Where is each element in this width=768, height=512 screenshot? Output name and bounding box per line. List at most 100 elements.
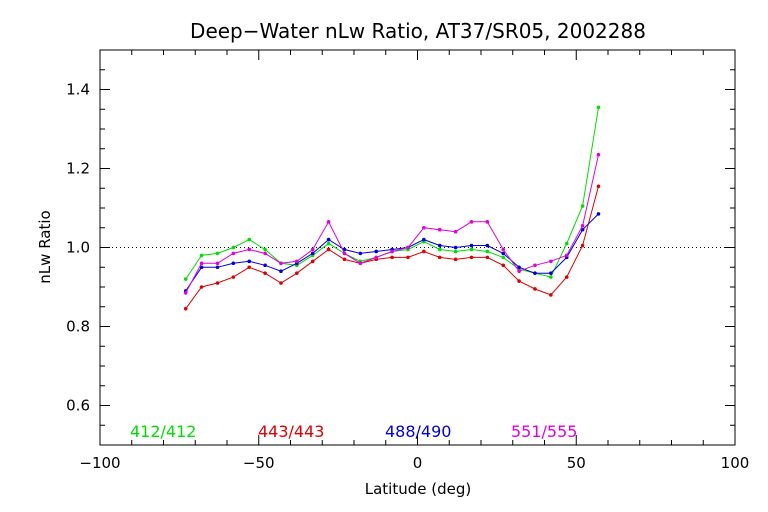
data-point [310,259,315,264]
data-point [501,255,506,260]
data-point [437,243,442,248]
legend-entry-2: 443/443 [258,422,324,441]
data-point [231,275,236,279]
data-point [517,269,521,274]
data-point [596,184,601,189]
legend-entry-3: 488/490 [385,422,451,441]
data-point [406,245,410,250]
data-point [199,265,204,270]
data-point [549,271,553,275]
data-point [358,251,363,256]
y-tick-label: 0.6 [66,397,90,415]
data-point [564,275,569,279]
data-point [437,227,442,232]
data-point [549,275,553,279]
data-point [231,261,236,266]
x-tick-label: 100 [721,454,750,472]
data-point [580,204,585,208]
data-point [437,255,442,260]
data-point [215,251,220,256]
data-point [215,281,220,285]
data-point [453,249,458,254]
data-point [247,247,252,252]
data-point [263,247,267,252]
data-point [342,257,347,262]
data-point [390,255,394,260]
data-point [501,247,506,252]
y-axis-label: nLw Ratio [36,210,54,283]
data-point [326,220,331,224]
data-point [199,261,204,266]
data-point [310,247,315,252]
x-axis-label: Latitude (deg) [365,480,471,498]
data-point [183,306,188,311]
data-point [263,251,267,256]
data-point [310,251,315,256]
data-point [247,265,252,270]
data-point [453,257,458,262]
plot-frame [99,49,736,446]
data-point [342,251,347,256]
data-point [279,261,283,266]
data-point [390,249,394,254]
data-point [517,265,521,270]
data-point [215,265,220,270]
data-point [485,249,490,254]
y-tick-label: 1.0 [66,239,90,257]
data-point [596,105,601,110]
data-point [295,259,299,264]
series-line-4 [185,154,599,294]
data-point [580,243,585,248]
data-point [501,251,506,256]
data-point [422,225,426,230]
series-line-1 [185,107,599,280]
data-point [501,263,506,268]
data-point [247,237,252,242]
data-point [199,253,204,258]
data-point [580,227,585,232]
data-point [533,271,537,275]
data-point [406,255,410,260]
data-point [453,229,458,234]
y-tick-label: 0.8 [66,318,90,336]
data-point [279,281,283,285]
data-point [469,247,474,252]
y-tick-label: 1.4 [66,81,90,99]
data-point [279,269,283,274]
x-tick-label: −50 [243,454,275,472]
data-point [485,220,490,224]
data-point [469,220,474,224]
x-tick-label: 0 [413,454,423,472]
data-point [596,212,601,216]
chart-title: Deep−Water nLw Ratio, AT37/SR05, 2002288 [190,19,646,43]
data-point [453,245,458,250]
data-point [231,251,236,256]
data-point [533,263,537,268]
data-point [183,291,188,295]
data-point [485,255,490,260]
data-point [263,271,267,275]
data-point [326,237,331,242]
data-point [549,259,553,264]
legend-entry-4: 551/555 [511,422,577,441]
data-point [374,255,379,260]
data-point [183,277,188,281]
data-point [422,249,426,254]
data-point [533,287,537,291]
data-point [422,237,426,242]
data-point [564,253,569,258]
data-point [247,259,252,264]
data-point [263,263,267,268]
data-point [215,261,220,266]
data-point [564,241,569,246]
x-tick-label: 50 [567,454,586,472]
data-point [326,241,331,246]
data-point [596,152,601,157]
data-point [358,261,363,266]
data-point [469,243,474,248]
data-point [231,245,236,250]
data-point [517,279,521,283]
data-point [374,249,379,254]
data-point [437,247,442,252]
